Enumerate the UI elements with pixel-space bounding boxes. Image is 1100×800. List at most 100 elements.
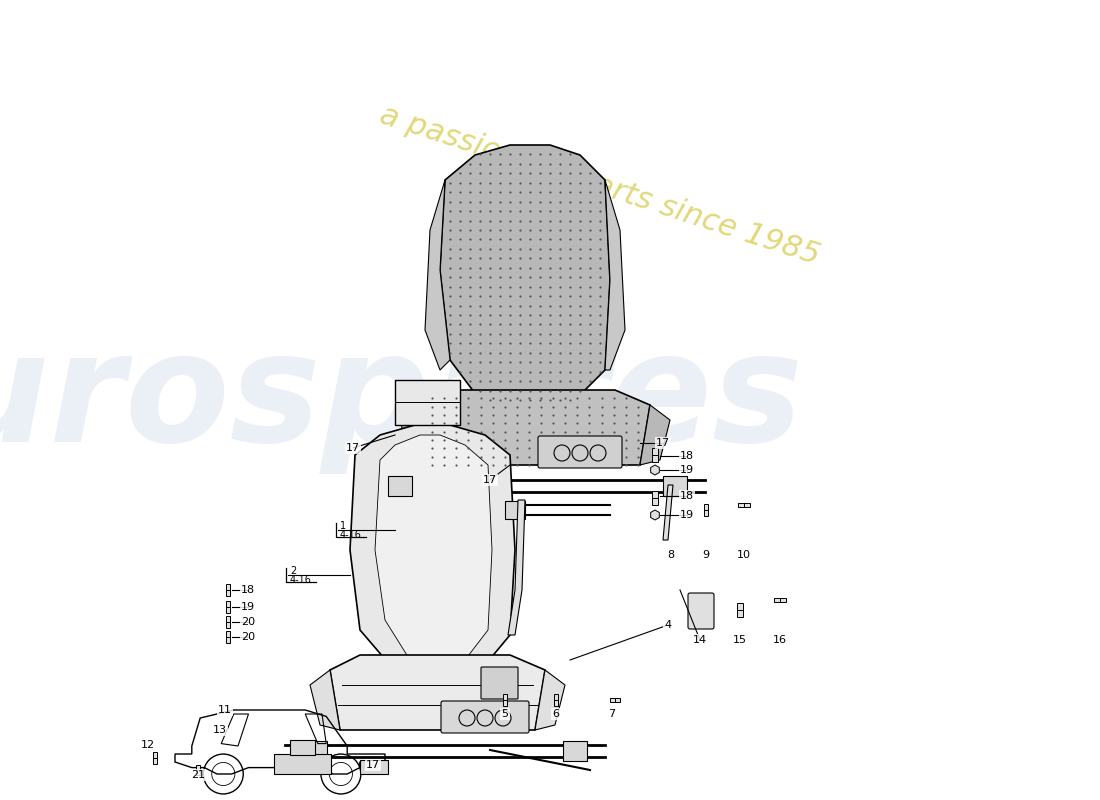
Point: [551, 186, 569, 198]
Point: [502, 233, 519, 246]
Point: [541, 233, 559, 246]
FancyBboxPatch shape: [704, 504, 708, 516]
Point: [593, 417, 611, 430]
Point: [481, 366, 498, 378]
Point: [448, 417, 465, 430]
Point: [521, 337, 539, 350]
Point: [461, 214, 478, 227]
Text: 10: 10: [737, 550, 751, 560]
Text: 20: 20: [241, 632, 255, 642]
Point: [617, 417, 635, 430]
Point: [448, 458, 465, 471]
Point: [441, 233, 459, 246]
Point: [471, 337, 488, 350]
Point: [451, 262, 469, 274]
FancyBboxPatch shape: [153, 752, 157, 764]
Point: [617, 434, 635, 446]
Point: [531, 262, 549, 274]
Point: [492, 186, 509, 198]
Point: [629, 450, 647, 463]
Point: [492, 356, 509, 369]
Point: [481, 318, 498, 331]
Point: [512, 262, 529, 274]
Point: [581, 167, 598, 180]
Point: [508, 409, 526, 422]
Point: [591, 252, 608, 265]
FancyBboxPatch shape: [503, 694, 507, 706]
Point: [605, 434, 623, 446]
Point: [496, 400, 514, 413]
Point: [424, 458, 441, 471]
Point: [481, 299, 498, 312]
Point: [451, 309, 469, 322]
Point: [460, 409, 477, 422]
Text: 19: 19: [680, 510, 694, 520]
Point: [581, 409, 598, 422]
Point: [520, 458, 538, 471]
Point: [451, 242, 469, 255]
Point: [541, 290, 559, 302]
Point: [471, 271, 488, 284]
Point: [581, 442, 598, 454]
Point: [541, 280, 559, 293]
Point: [471, 167, 488, 180]
Point: [471, 384, 488, 397]
Point: [541, 252, 559, 265]
Point: [521, 223, 539, 237]
Point: [541, 318, 559, 331]
Point: [581, 186, 598, 198]
Point: [492, 290, 509, 302]
Point: [502, 242, 519, 255]
Point: [605, 450, 623, 463]
Point: [617, 426, 635, 438]
Point: [448, 450, 465, 463]
Point: [451, 356, 469, 369]
Point: [461, 242, 478, 255]
Point: [492, 252, 509, 265]
FancyBboxPatch shape: [388, 476, 412, 496]
Point: [508, 400, 526, 413]
Point: [532, 392, 550, 405]
Point: [531, 374, 549, 387]
Point: [441, 214, 459, 227]
Point: [581, 366, 598, 378]
Point: [441, 290, 459, 302]
Point: [492, 223, 509, 237]
Point: [581, 374, 598, 387]
Point: [520, 400, 538, 413]
Point: [521, 158, 539, 170]
Point: [484, 458, 502, 471]
Point: [441, 346, 459, 359]
Point: [551, 384, 569, 397]
Point: [441, 280, 459, 293]
Text: 5: 5: [502, 709, 508, 719]
Point: [424, 409, 441, 422]
Polygon shape: [420, 390, 650, 465]
Point: [502, 309, 519, 322]
Point: [448, 409, 465, 422]
Point: [520, 426, 538, 438]
Point: [531, 327, 549, 340]
Point: [481, 346, 498, 359]
Point: [451, 299, 469, 312]
Point: [496, 458, 514, 471]
Point: [481, 214, 498, 227]
Point: [561, 262, 579, 274]
Point: [520, 417, 538, 430]
Point: [512, 242, 529, 255]
Point: [484, 450, 502, 463]
Point: [557, 442, 574, 454]
Text: 19: 19: [680, 465, 694, 475]
Point: [561, 309, 579, 322]
Point: [531, 214, 549, 227]
Polygon shape: [535, 670, 565, 730]
Point: [561, 242, 579, 255]
Point: [541, 309, 559, 322]
Point: [471, 176, 488, 189]
Point: [581, 176, 598, 189]
Point: [492, 346, 509, 359]
Point: [629, 426, 647, 438]
FancyBboxPatch shape: [610, 698, 620, 702]
Point: [451, 366, 469, 378]
FancyBboxPatch shape: [553, 694, 559, 706]
